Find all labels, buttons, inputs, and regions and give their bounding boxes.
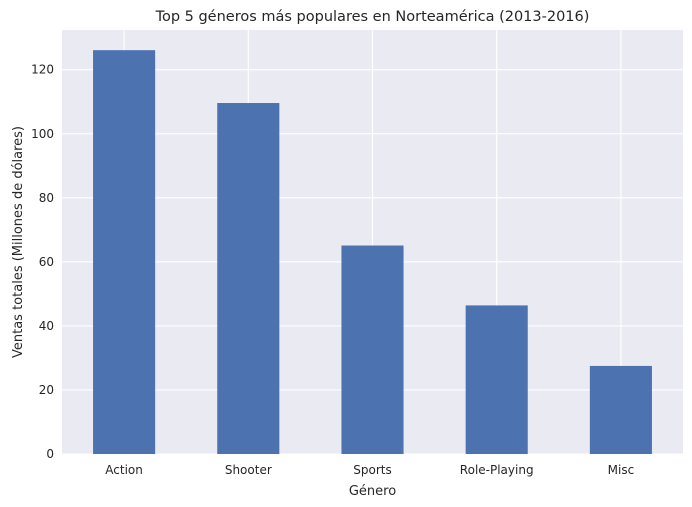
y-axis-label: Ventas totales (Millones de dólares) (11, 126, 26, 358)
x-tick-label: Misc (608, 463, 635, 477)
bars (93, 50, 652, 454)
chart-title: Top 5 géneros más populares en Norteamér… (155, 9, 590, 25)
x-tick-label: Role-Playing (460, 463, 534, 477)
y-tick-label: 100 (31, 127, 54, 141)
bar-shooter (217, 103, 280, 454)
bar-sports (341, 245, 404, 454)
y-tick-label: 40 (39, 319, 54, 333)
y-tick-label: 120 (31, 63, 54, 77)
y-tick-label: 20 (39, 383, 54, 397)
x-tick-label: Sports (353, 463, 391, 477)
y-tick-labels: 0 20 40 60 80 100 120 (31, 63, 54, 461)
x-tick-label: Action (105, 463, 143, 477)
bar-role-playing (465, 305, 528, 454)
y-tick-label: 0 (46, 447, 54, 461)
x-tick-labels: Action Shooter Sports Role-Playing Misc (105, 463, 634, 477)
y-tick-label: 60 (39, 255, 54, 269)
bar-action (93, 50, 156, 454)
bar-misc (589, 365, 652, 454)
x-tick-label: Shooter (225, 463, 272, 477)
x-axis-label: Género (349, 484, 396, 499)
y-tick-label: 80 (39, 191, 54, 205)
